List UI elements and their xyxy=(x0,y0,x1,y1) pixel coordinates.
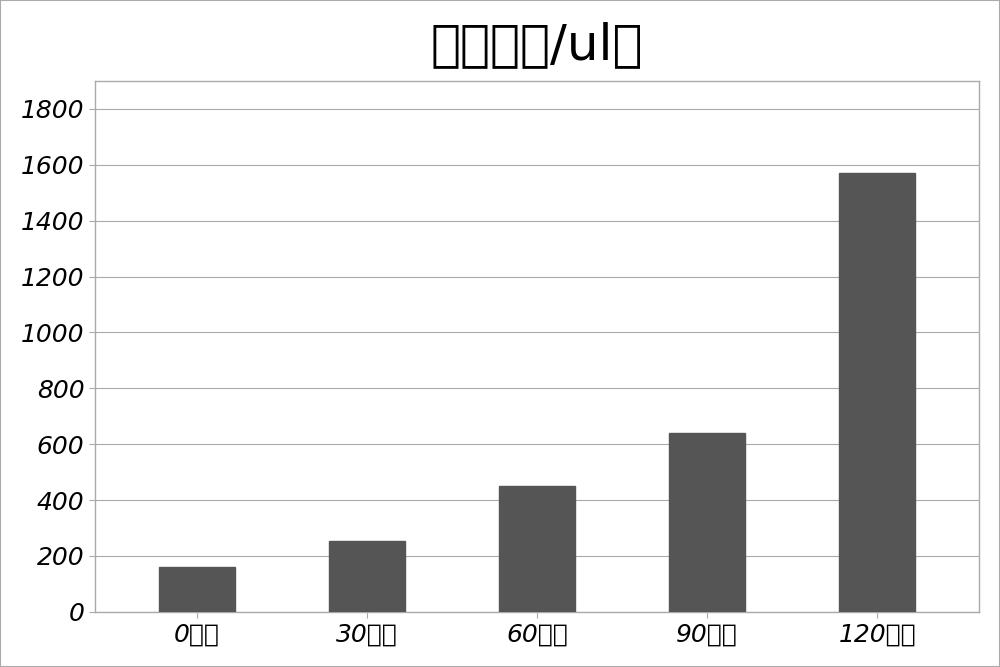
Bar xyxy=(839,173,915,612)
Bar xyxy=(329,540,405,612)
Bar xyxy=(669,433,745,612)
Bar xyxy=(159,567,235,612)
Bar xyxy=(499,486,575,612)
Title: 计数（个/ul）: 计数（个/ul） xyxy=(431,21,643,69)
